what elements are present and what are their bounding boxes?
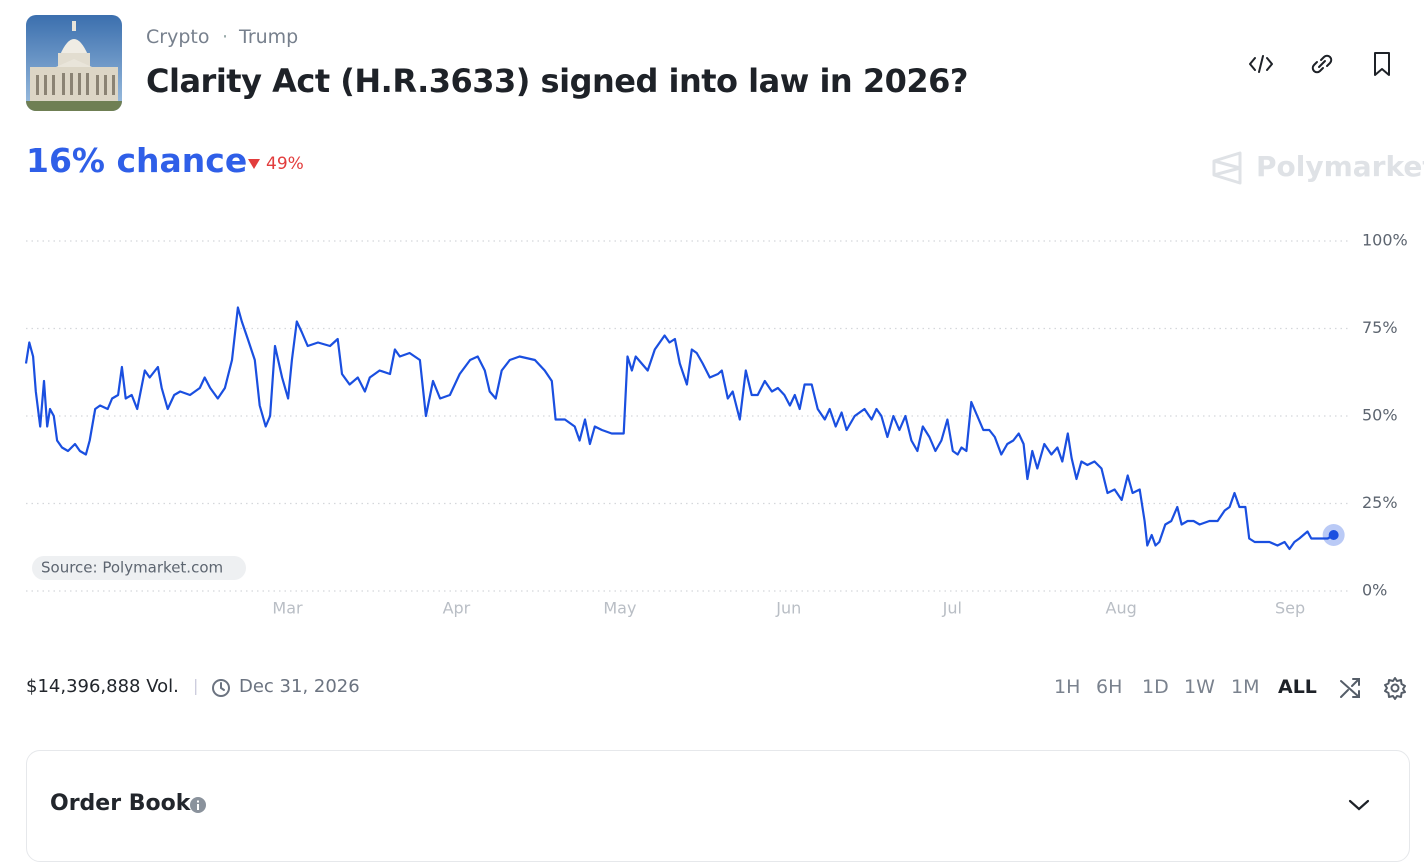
embed-button[interactable] (1249, 55, 1273, 73)
market-title: Clarity Act (H.R.3633) signed into law i… (146, 62, 968, 100)
range-button[interactable]: 1M (1231, 676, 1260, 698)
end-date: Dec 31, 2026 (239, 676, 360, 697)
source-label: Source: Polymarket.com (41, 559, 223, 577)
breadcrumb-separator: · (222, 26, 229, 48)
range-button[interactable]: ALL (1278, 676, 1317, 698)
breadcrumb[interactable]: Crypto (146, 26, 210, 48)
price-chart: Sep Aug Jul Jun May Apr Mar 100% 75% 50% 25% 0% Sou… (24, 231, 1408, 618)
order-book-title[interactable]: Order Book (50, 791, 191, 816)
last-point (1328, 530, 1339, 540)
y-tick-label: 50% (1362, 406, 1398, 425)
expand-chevron[interactable] (1347, 797, 1371, 813)
down-triangle (248, 159, 260, 169)
range-button[interactable]: 6H (1096, 676, 1123, 698)
x-tick-label: Mar (272, 599, 303, 618)
copy-link-button[interactable] (1311, 54, 1333, 74)
y-tick-label: 75% (1362, 318, 1398, 337)
shuffle-button[interactable] (1338, 676, 1362, 700)
x-tick-label: May (603, 599, 636, 618)
divider: | (193, 676, 199, 695)
volume: $14,396,888 Vol. (26, 676, 179, 697)
y-tick-label: 0% (1362, 581, 1387, 600)
y-tick-label: 25% (1362, 493, 1398, 512)
x-tick-label: Aug (1106, 599, 1137, 618)
y-tick-label: 100% (1362, 231, 1408, 250)
market-thumbnail (26, 15, 122, 111)
x-tick-label: Jul (942, 599, 962, 618)
source-badge (32, 556, 246, 580)
clock-icon (212, 679, 230, 697)
range-button[interactable]: 1D (1142, 676, 1169, 698)
chance: 16% chance (26, 141, 248, 180)
settings-button[interactable] (1383, 676, 1407, 700)
header-actions (1249, 52, 1390, 76)
x-tick-label: Jun (775, 599, 801, 618)
price-line (24, 306, 1335, 551)
x-tick-label: Sep (1275, 599, 1305, 618)
info-icon[interactable] (189, 796, 207, 814)
bookmark-button[interactable] (1374, 52, 1390, 76)
range-button[interactable]: 1H (1054, 676, 1081, 698)
breadcrumb[interactable]: Trump (239, 26, 299, 48)
price-change: 49% (266, 154, 304, 174)
range-button[interactable]: 1W (1184, 676, 1215, 698)
brand-watermark: Polymarket (1256, 150, 1424, 183)
x-tick-label: Apr (443, 599, 471, 618)
brand-logo (1212, 151, 1242, 185)
order-book-card[interactable] (26, 750, 1410, 862)
